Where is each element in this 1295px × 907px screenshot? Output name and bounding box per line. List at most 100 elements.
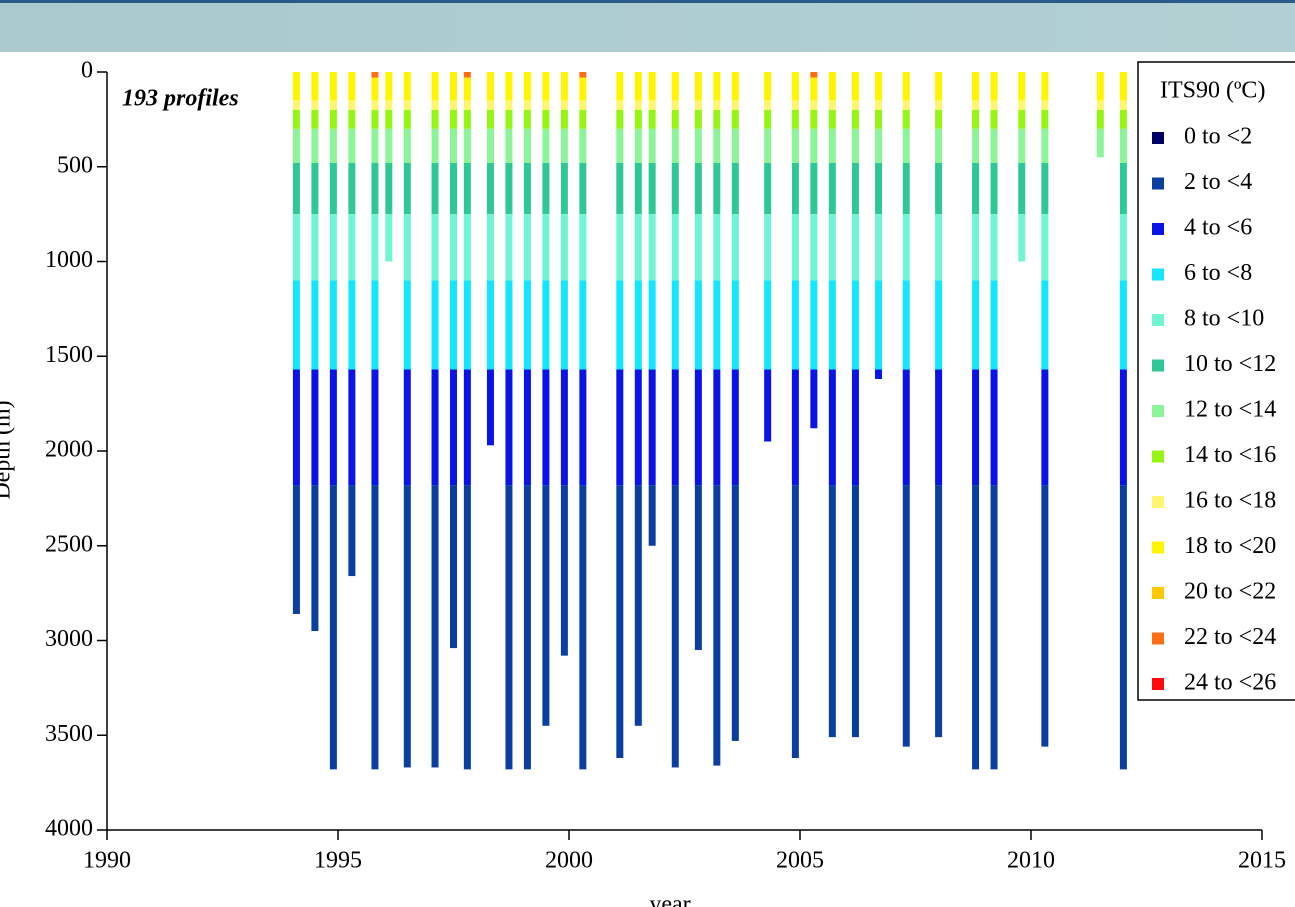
bar-segment [1041, 100, 1049, 110]
bar-segment [810, 369, 818, 429]
bar-segment [486, 162, 494, 215]
bar-segment [542, 369, 550, 486]
x-tick-label: 1995 [314, 848, 362, 874]
bar-segment [311, 369, 319, 486]
bar-segment [1041, 162, 1049, 215]
bar-segment [329, 485, 337, 770]
x-axis-label: year [649, 892, 690, 907]
bar-segment [542, 485, 550, 726]
bar-segment [713, 485, 721, 766]
bar-segment [1041, 109, 1049, 129]
bar-segment [731, 369, 739, 486]
bar-segment [828, 72, 836, 101]
bar-segment [560, 128, 568, 163]
bar-segment [731, 485, 739, 741]
bar-segment [523, 485, 531, 770]
bar-segment [694, 369, 702, 486]
bar-segment [616, 485, 624, 758]
bar-segment [371, 214, 379, 281]
bar-segment [505, 100, 513, 110]
bar-segment [791, 109, 799, 129]
bar-segment [1018, 162, 1026, 215]
bar-segment [671, 369, 679, 486]
bar-segment [560, 214, 568, 281]
bar-segment [875, 369, 883, 379]
legend-label: 10 to <12 [1184, 351, 1276, 377]
legend-label: 20 to <22 [1184, 579, 1276, 605]
bar-segment [990, 109, 998, 129]
bar-segment [542, 162, 550, 215]
bar-segment [579, 72, 587, 78]
bar-segment [523, 100, 531, 110]
bar-segment [616, 162, 624, 215]
bar-segment [902, 280, 910, 370]
bar-segment [791, 162, 799, 215]
bar-segment [935, 162, 943, 215]
y-tick-label: 0 [81, 58, 93, 84]
bar-segment [579, 485, 587, 770]
bar-segment [694, 128, 702, 163]
bar-segment [311, 128, 319, 163]
bar-segment [579, 162, 587, 215]
bar-segment [713, 72, 721, 101]
bar-segment [810, 214, 818, 281]
bar-segment [810, 72, 818, 78]
bar-segment [851, 369, 859, 486]
bar-segment [371, 109, 379, 129]
bar-segment [713, 109, 721, 129]
bar-segment [403, 128, 411, 163]
bar-segment [810, 162, 818, 215]
bar-segment [616, 100, 624, 110]
bar-segment [671, 162, 679, 215]
bar-segment [851, 280, 859, 370]
legend-label: 0 to <2 [1184, 124, 1252, 150]
bar-segment [542, 280, 550, 370]
bar-segment [694, 214, 702, 281]
bar-segment [972, 72, 980, 101]
bar-segment [542, 128, 550, 163]
bar-segment [560, 162, 568, 215]
legend-label: 18 to <20 [1184, 533, 1276, 559]
bar-segment [463, 109, 471, 129]
bar-segment [902, 72, 910, 101]
bar-segment [851, 72, 859, 101]
bar-segment [371, 162, 379, 215]
bar-segment [385, 128, 393, 163]
bar-segment [671, 128, 679, 163]
bar-segment [431, 72, 439, 101]
bar-segment [329, 162, 337, 215]
bar-segment [371, 280, 379, 370]
bar-segment [902, 369, 910, 486]
bar-segment [486, 280, 494, 370]
bar-segment [385, 100, 393, 110]
bar-segment [463, 214, 471, 281]
bar-segment [713, 369, 721, 486]
bar-segment [1119, 109, 1127, 129]
bar-segment [1119, 72, 1127, 101]
bar-segment [385, 109, 393, 129]
bar-segment [671, 109, 679, 129]
bar-segment [972, 128, 980, 163]
bar-segment [648, 100, 656, 110]
bar-segment [431, 128, 439, 163]
bar-segment [671, 485, 679, 768]
bar-segment [828, 280, 836, 370]
bar-segment [311, 100, 319, 110]
bar-segment [505, 485, 513, 770]
bar-segment [560, 485, 568, 656]
bar-segment [990, 214, 998, 281]
bar-segment [385, 162, 393, 215]
bar-segment [523, 369, 531, 486]
bar-segment [972, 162, 980, 215]
bar-segment [463, 485, 471, 770]
bar-segment [311, 214, 319, 281]
bar-segment [348, 280, 356, 370]
bar-segment [1119, 214, 1127, 281]
legend: ITS90 (ºC) 0 to <2 2 to <4 4 to <6 6 to <8 8… [1137, 61, 1295, 701]
bar-segment [463, 280, 471, 370]
bar-segment [731, 162, 739, 215]
bar-segment [579, 280, 587, 370]
bar-segment [875, 100, 883, 110]
bar-segment [851, 214, 859, 281]
